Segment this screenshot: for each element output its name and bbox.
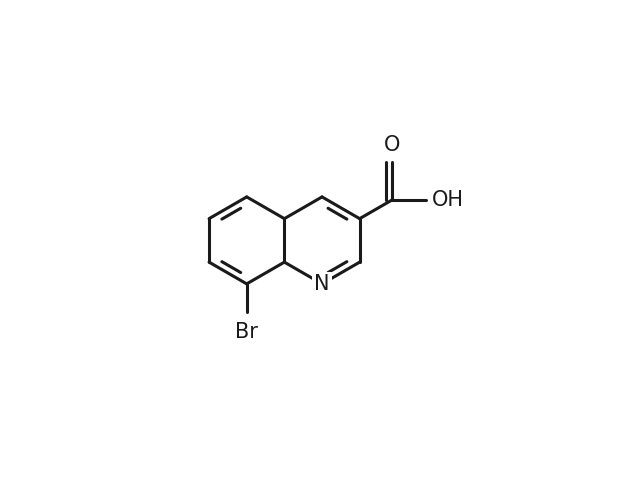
Text: OH: OH: [432, 190, 464, 210]
Text: N: N: [314, 274, 330, 294]
Text: Br: Br: [236, 322, 258, 342]
Text: O: O: [384, 135, 401, 155]
